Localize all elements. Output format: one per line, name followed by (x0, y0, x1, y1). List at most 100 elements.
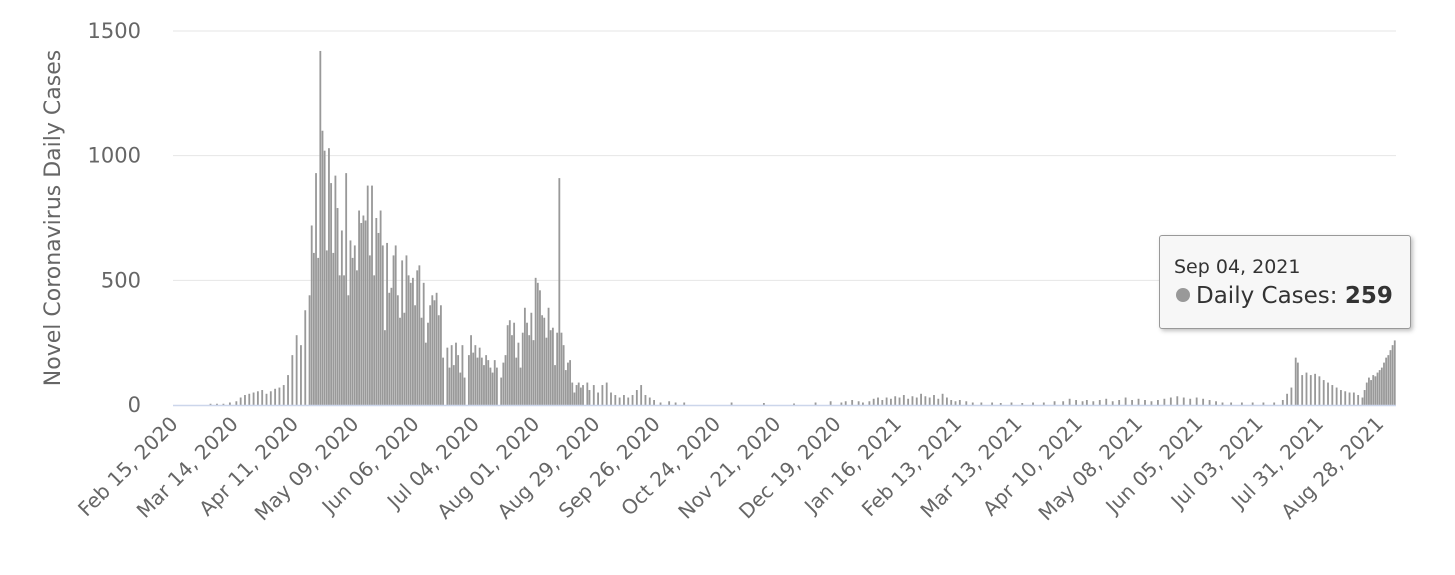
bar (1389, 350, 1392, 405)
bar (304, 310, 307, 405)
bar (523, 307, 526, 405)
bar (631, 395, 634, 405)
bar (437, 315, 440, 405)
bar (907, 398, 910, 405)
bar (1372, 375, 1375, 405)
bar (558, 178, 561, 405)
bar (915, 397, 918, 405)
bar (470, 335, 472, 405)
bar (384, 330, 386, 405)
bar (390, 287, 393, 405)
bar (1182, 397, 1185, 405)
bar (330, 183, 333, 405)
tooltip-series-label: Daily Cases: (1196, 283, 1338, 309)
bar (244, 395, 246, 405)
bar (793, 403, 795, 405)
bar (256, 391, 259, 405)
tooltip: Sep 04, 2021 Daily Cases: 259 (1159, 235, 1411, 329)
bar-series (209, 50, 1396, 406)
bar (388, 292, 391, 405)
bar (601, 385, 604, 405)
bar (1309, 375, 1312, 405)
bar (500, 377, 503, 405)
bar (618, 397, 621, 405)
bar (1098, 400, 1101, 405)
bar (439, 305, 442, 405)
y-tick-label: 1000 (88, 144, 141, 168)
bar (541, 315, 544, 405)
bar (573, 392, 576, 405)
bar (295, 335, 298, 405)
bar (653, 400, 655, 405)
bar (476, 357, 479, 405)
bar (597, 392, 599, 405)
bar (371, 185, 373, 405)
bar (554, 365, 556, 405)
bar (379, 210, 382, 405)
y-tick-label: 0 (128, 393, 141, 417)
bar (446, 347, 449, 405)
bar (1118, 400, 1121, 405)
bar (472, 352, 475, 405)
bar (412, 277, 414, 405)
bar (971, 402, 974, 405)
bar (547, 307, 550, 405)
bar (1075, 400, 1078, 405)
bar (386, 242, 388, 405)
bar (1370, 380, 1372, 405)
bar (418, 265, 421, 405)
bar (1363, 390, 1366, 405)
bar (1348, 392, 1351, 405)
bar (431, 295, 434, 405)
bar (405, 255, 408, 405)
bar (1361, 397, 1364, 405)
bar (358, 210, 360, 405)
y-tick-label: 1500 (88, 19, 141, 43)
bar (403, 312, 406, 405)
bar (353, 245, 356, 405)
bar (1010, 402, 1013, 405)
bar (1169, 397, 1172, 405)
bar (965, 401, 968, 405)
bar (216, 403, 218, 405)
bar (1068, 398, 1071, 405)
bar (762, 403, 765, 405)
bar (521, 332, 524, 405)
bar (235, 401, 238, 405)
bar (424, 342, 427, 405)
bar (448, 367, 451, 405)
bar (401, 260, 404, 405)
bar (1042, 402, 1045, 405)
bar (278, 387, 281, 405)
bar (844, 401, 847, 405)
bar (577, 382, 580, 405)
bar (463, 377, 466, 405)
bar (300, 345, 302, 405)
bar (1352, 392, 1355, 405)
bar (377, 232, 380, 405)
bar (1357, 395, 1360, 405)
bar (575, 385, 578, 405)
bar (508, 320, 511, 405)
bar (435, 292, 438, 405)
bar (941, 393, 944, 405)
bar (222, 403, 225, 405)
bar (493, 360, 496, 405)
bar (450, 345, 453, 405)
bar (588, 390, 591, 405)
bar (394, 245, 397, 405)
tooltip-value: 259 (1344, 283, 1393, 309)
bar (829, 401, 832, 405)
series-marker-icon (1176, 288, 1190, 302)
bar (483, 365, 485, 405)
bar (420, 317, 423, 405)
bar (1391, 345, 1394, 405)
tooltip-date: Sep 04, 2021 (1174, 256, 1301, 278)
bar (1305, 372, 1308, 405)
bar (345, 173, 348, 405)
bar (366, 185, 369, 405)
bar (937, 398, 940, 405)
bar (1344, 391, 1347, 405)
bar (414, 305, 416, 405)
bar (323, 150, 326, 405)
